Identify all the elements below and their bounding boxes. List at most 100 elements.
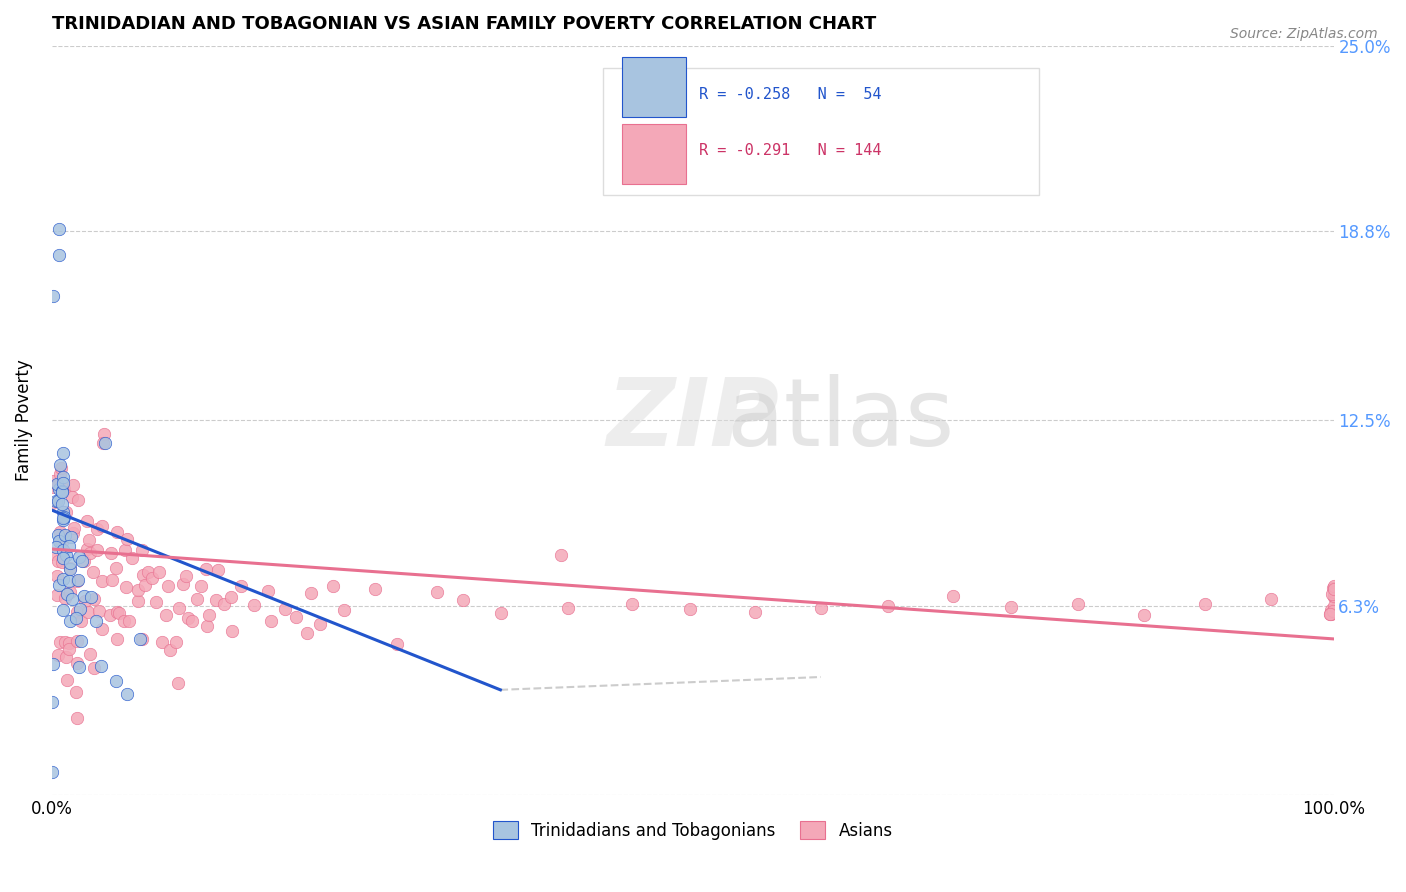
Point xyxy=(59,561,82,575)
Point xyxy=(190,578,212,592)
Point xyxy=(46,588,69,602)
Point xyxy=(167,675,190,690)
Point xyxy=(299,586,322,600)
Point xyxy=(333,603,356,617)
Point xyxy=(127,593,149,607)
Point xyxy=(177,611,200,625)
Point xyxy=(744,605,766,619)
Point xyxy=(90,574,112,589)
Point xyxy=(91,622,114,636)
Point xyxy=(52,469,75,483)
Point xyxy=(87,604,110,618)
Point xyxy=(69,614,91,628)
Point xyxy=(53,528,76,542)
Point xyxy=(48,248,70,262)
Point xyxy=(105,632,128,646)
Point xyxy=(195,562,218,576)
Point xyxy=(385,637,408,651)
Point xyxy=(112,614,135,628)
Point xyxy=(42,289,65,303)
Point xyxy=(308,617,330,632)
Point xyxy=(80,590,103,604)
Point xyxy=(284,609,307,624)
Point xyxy=(52,475,75,490)
Point xyxy=(51,497,73,511)
Point xyxy=(46,569,69,583)
Point xyxy=(66,574,89,588)
Text: ZIP: ZIP xyxy=(606,374,779,467)
Point xyxy=(212,597,235,611)
Point xyxy=(186,591,208,606)
Point xyxy=(877,599,900,613)
Point xyxy=(167,600,190,615)
Point xyxy=(165,635,187,649)
Point xyxy=(145,595,167,609)
Point xyxy=(121,550,143,565)
Point xyxy=(77,533,100,547)
Point xyxy=(82,565,104,579)
Point xyxy=(131,632,153,647)
Point xyxy=(1319,607,1341,622)
Point xyxy=(66,574,89,588)
Point xyxy=(67,660,90,674)
Point xyxy=(60,490,83,504)
Point xyxy=(1322,589,1344,603)
Point xyxy=(52,603,75,617)
Point xyxy=(52,551,75,566)
Point xyxy=(58,562,80,576)
FancyBboxPatch shape xyxy=(621,57,686,117)
Point xyxy=(98,608,121,623)
Point xyxy=(67,550,90,565)
Point xyxy=(141,571,163,585)
Point xyxy=(134,578,156,592)
Point xyxy=(63,521,86,535)
Point xyxy=(49,458,72,472)
Point xyxy=(69,601,91,615)
Point xyxy=(93,436,115,450)
Point xyxy=(243,598,266,612)
Point xyxy=(1260,591,1282,606)
Point xyxy=(1322,582,1344,596)
Point xyxy=(59,585,82,599)
Point xyxy=(84,614,107,628)
Point xyxy=(1320,607,1343,622)
Point xyxy=(48,578,70,592)
Point xyxy=(115,533,138,547)
Point xyxy=(159,643,181,657)
Point xyxy=(260,614,283,628)
Point xyxy=(49,467,72,481)
Point xyxy=(70,554,93,568)
Point xyxy=(79,647,101,661)
Point xyxy=(127,582,149,597)
Point xyxy=(810,601,832,615)
Point xyxy=(115,687,138,701)
Text: R = -0.291   N = 144: R = -0.291 N = 144 xyxy=(699,143,882,158)
Point xyxy=(49,634,72,648)
Point xyxy=(55,650,77,665)
Point xyxy=(322,579,344,593)
Point xyxy=(56,587,79,601)
Point xyxy=(41,496,63,510)
Point xyxy=(205,593,228,607)
Point xyxy=(59,530,82,544)
Point xyxy=(297,625,319,640)
Point xyxy=(52,513,75,527)
Point xyxy=(426,585,449,599)
Point xyxy=(86,543,108,558)
Point xyxy=(679,601,702,615)
Point xyxy=(86,522,108,536)
Point xyxy=(1132,607,1154,622)
Point xyxy=(67,493,90,508)
Point xyxy=(489,606,512,620)
Point xyxy=(274,601,297,615)
Point xyxy=(52,511,75,525)
Point xyxy=(73,590,96,604)
Point xyxy=(73,554,96,568)
Point xyxy=(62,478,84,492)
Point xyxy=(1322,599,1344,614)
Point xyxy=(42,475,65,489)
Point xyxy=(1322,584,1344,599)
Point xyxy=(195,619,218,633)
Point xyxy=(207,564,229,578)
Point xyxy=(48,524,70,539)
